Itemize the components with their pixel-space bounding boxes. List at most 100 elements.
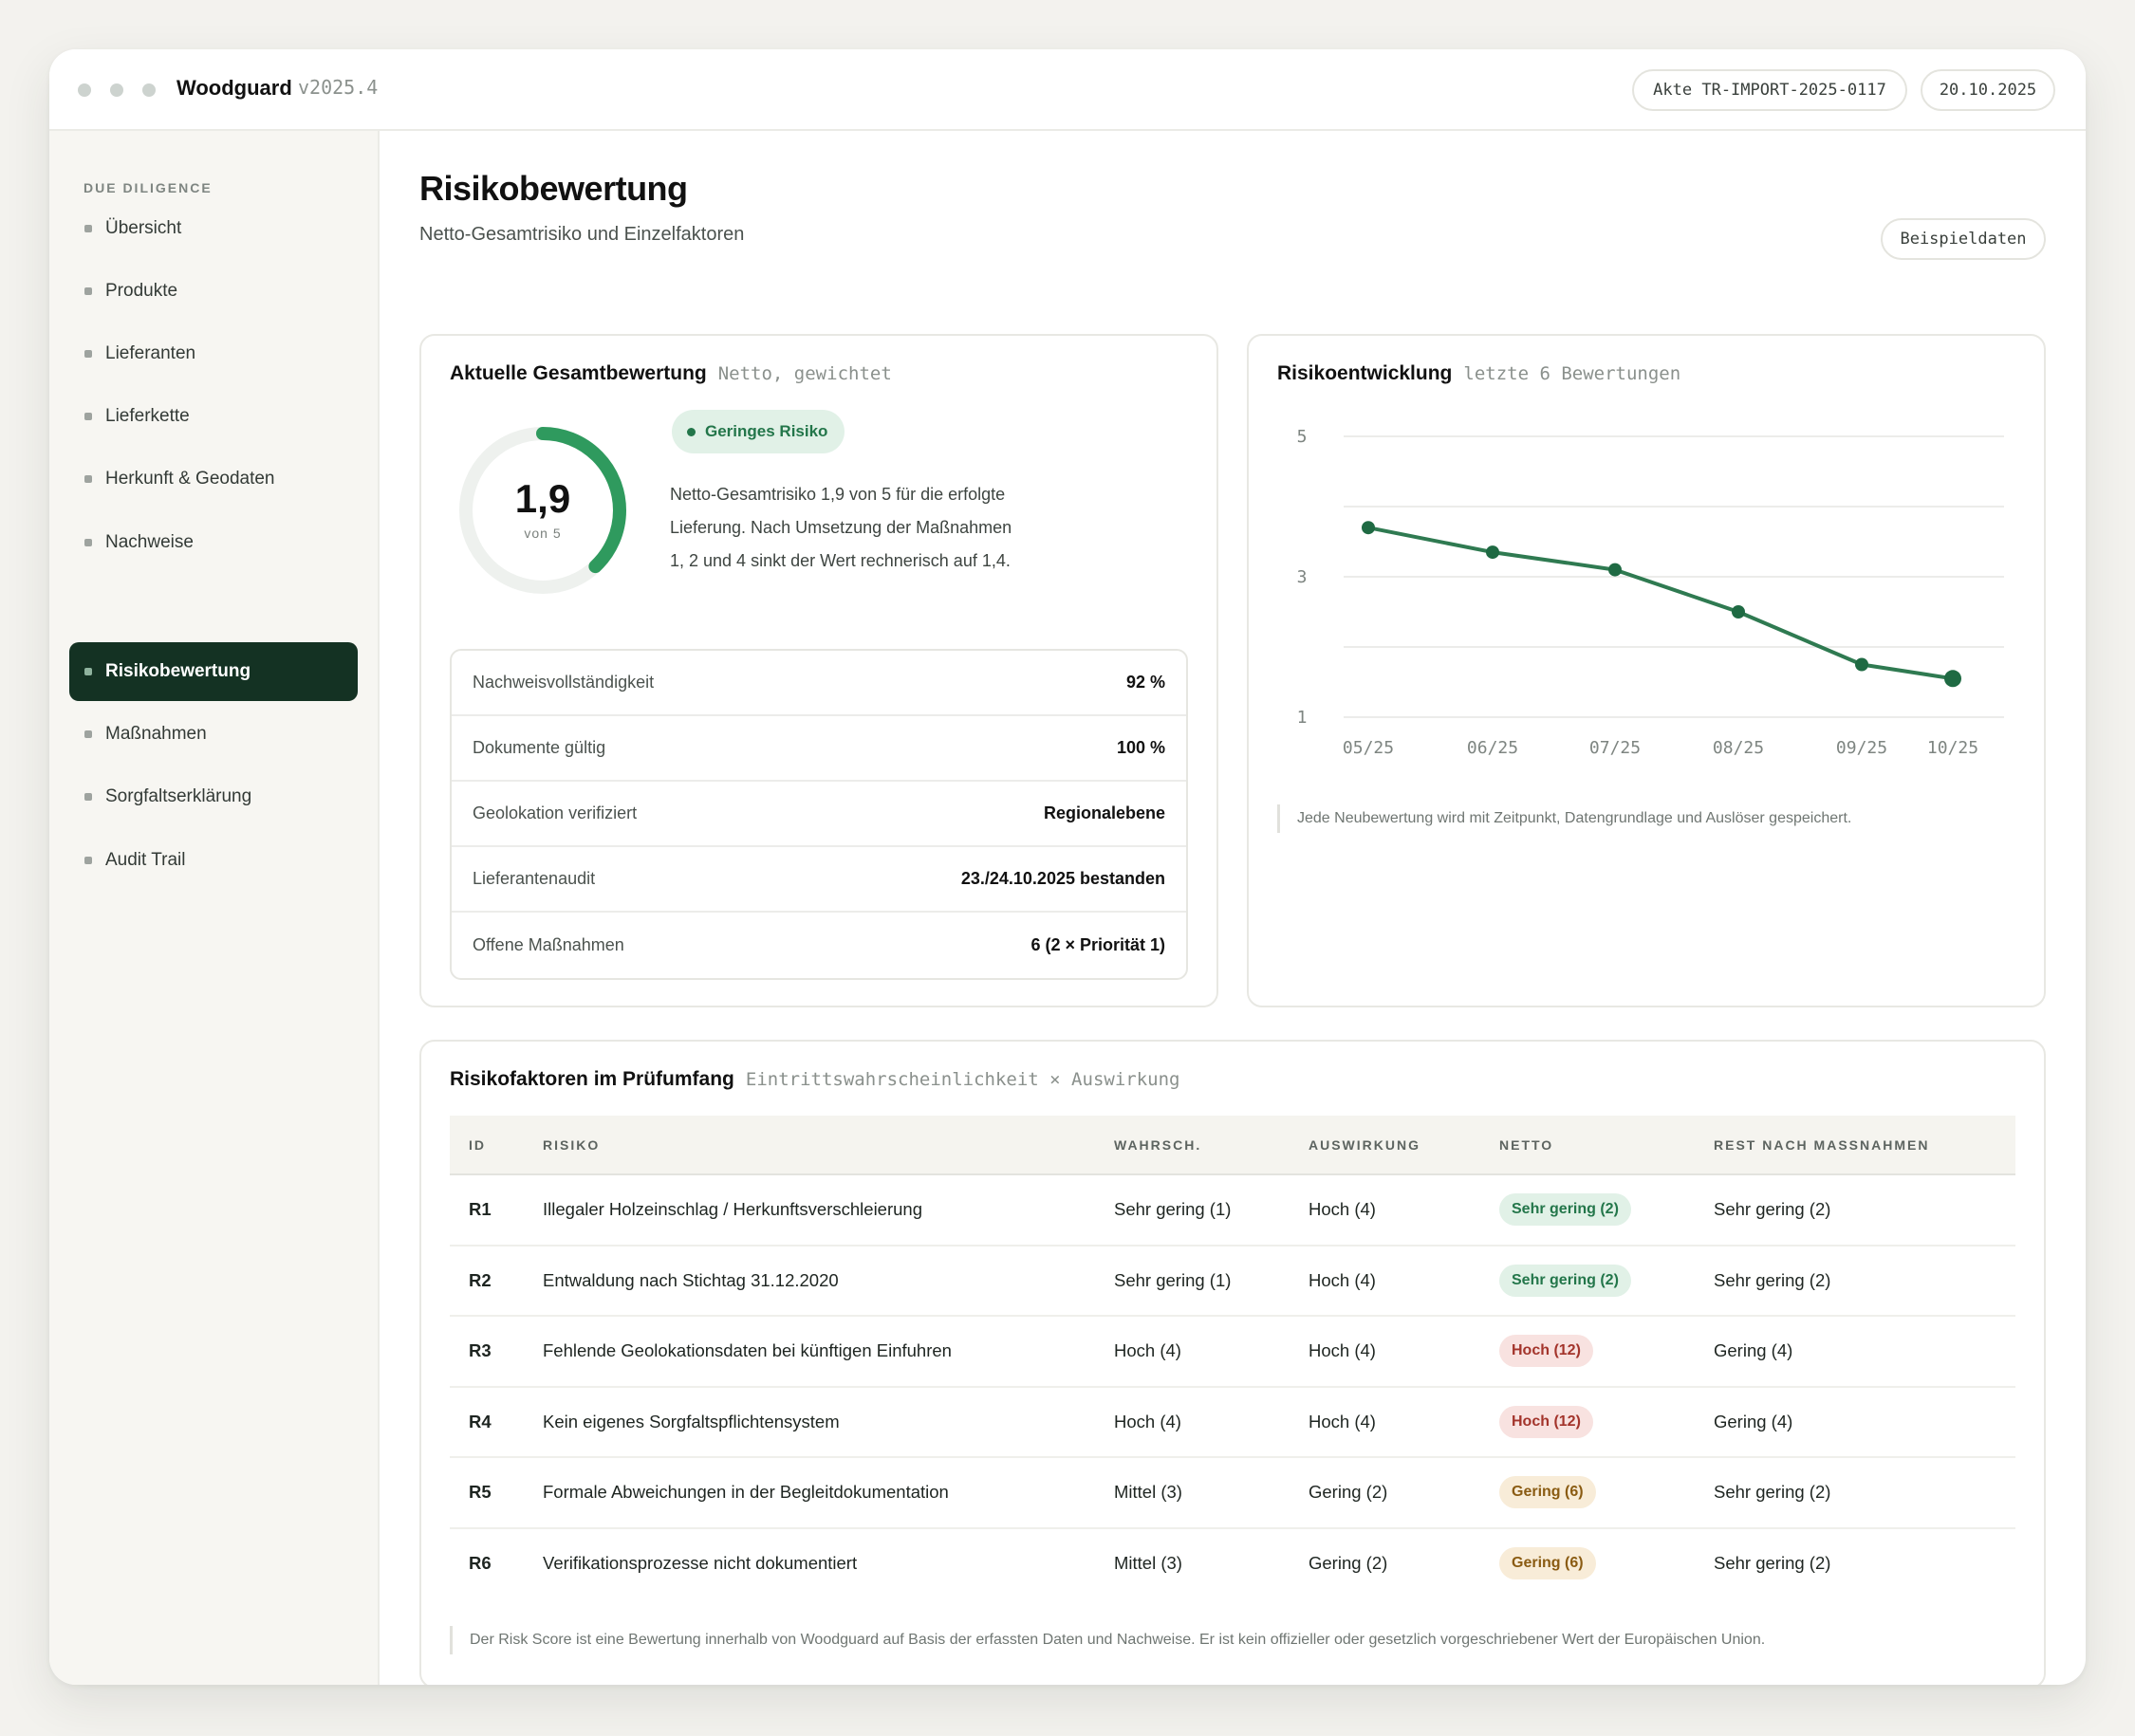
column-header-net[interactable]: NETTO [1480, 1116, 1695, 1175]
net-risk-badge: Gering (6) [1499, 1476, 1596, 1509]
table-header-row: ID RISIKO WAHRSCH. AUSWIRKUNG NETTO REST… [450, 1116, 2015, 1175]
metric-row: Geolokation verifiziert Regionalebene [452, 782, 1186, 847]
metric-row: Nachweisvollständigkeit 92 % [452, 651, 1186, 716]
metric-key: Nachweisvollständigkeit [473, 673, 655, 692]
factors-hint: Eintrittswahrscheinlichkeit × Auswirkung [745, 1069, 1180, 1090]
bullet-icon [84, 350, 92, 358]
trend-card-title: Risikoentwicklung letzte 6 Bewertungen [1277, 362, 1680, 385]
file-chip[interactable]: Akte TR-IMPORT-2025-0117 [1632, 69, 1907, 111]
overall-title: Aktuelle Gesamtbewertung [450, 362, 707, 384]
title-bar: Woodguard v2025.4 Akte TR-IMPORT-2025-01… [49, 49, 2086, 131]
data-point [1486, 545, 1499, 560]
table-row[interactable]: R5 Formale Abweichungen in der Begleitdok… [450, 1457, 2015, 1529]
sidebar-item-uebersicht[interactable]: Übersicht [69, 199, 358, 258]
risk-name: Formale Abweichungen in der Begleitdokum… [524, 1457, 1095, 1529]
risk-probability: Sehr gering (1) [1095, 1245, 1290, 1317]
sidebar-item-massnahmen[interactable]: Maßnahmen [69, 705, 358, 764]
sidebar-section-label: DUE DILIGENCE [84, 180, 213, 195]
table-row[interactable]: R4 Kein eigenes Sorgfaltspflichtensystem H… [450, 1386, 2015, 1458]
sidebar-item-sorgfaltserklaerung[interactable]: Sorgfaltserklärung [69, 767, 358, 826]
risk-score-footnote: Der Risk Score ist eine Bewertung innerh… [450, 1626, 1765, 1654]
sidebar-item-label: Risikobewertung [105, 661, 251, 681]
metric-key: Geolokation verifiziert [473, 803, 638, 822]
risk-id: R4 [450, 1386, 524, 1458]
sidebar-item-produkte[interactable]: Produkte [69, 262, 358, 321]
risk-residual: Sehr gering (2) [1695, 1245, 2015, 1317]
factors-card-title: Risikofaktoren im Prüfumfang Eintrittswah… [450, 1068, 1179, 1091]
sidebar-item-label: Produkte [105, 281, 178, 301]
table-row[interactable]: R1 Illegaler Holzeinschlag / Herkunftsver… [450, 1174, 2015, 1247]
column-header-impact[interactable]: AUSWIRKUNG [1290, 1116, 1480, 1175]
score-value: 1,9 [514, 476, 571, 521]
metric-row: Dokumente gültig 100 % [452, 716, 1186, 782]
sidebar-item-audit-trail[interactable]: Audit Trail [69, 831, 358, 890]
risk-name: Fehlende Geolokationsdaten bei künftigen… [524, 1316, 1095, 1388]
bullet-icon [84, 539, 92, 546]
metric-row: Offene Maßnahmen 6 (2 × Priorität 1) [452, 913, 1186, 978]
bullet-icon [84, 475, 92, 483]
x-tick-label: 08/25 [1713, 738, 1764, 758]
app-version: v2025.4 [298, 76, 379, 99]
sidebar-item-lieferanten[interactable]: Lieferanten [69, 324, 358, 383]
risk-name: Kein eigenes Sorgfaltspflichtensystem [524, 1386, 1095, 1458]
column-header-probability[interactable]: WAHRSCH. [1095, 1116, 1290, 1175]
risk-factors-card: Risikofaktoren im Prüfumfang Eintrittswah… [419, 1040, 2046, 1685]
y-tick-label: 3 [1297, 567, 1308, 587]
risk-impact: Gering (2) [1290, 1457, 1480, 1529]
column-header-id[interactable]: ID [450, 1116, 524, 1175]
sidebar-item-label: Nachweise [105, 532, 194, 552]
risk-residual: Sehr gering (2) [1695, 1174, 2015, 1247]
net-risk-badge: Hoch (12) [1499, 1335, 1593, 1368]
window-dot-icon[interactable] [78, 83, 91, 97]
series-line [1367, 526, 1954, 681]
data-point [1732, 605, 1745, 619]
sample-data-button[interactable]: Beispieldaten [1881, 218, 2046, 260]
risk-net: Hoch (12) [1480, 1316, 1695, 1388]
data-point [1608, 563, 1622, 577]
bullet-icon [84, 225, 92, 232]
risk-probability: Hoch (4) [1095, 1386, 1290, 1458]
risk-id: R1 [450, 1174, 524, 1247]
risk-impact: Gering (2) [1309, 1553, 1388, 1574]
main-content: Risikobewertung Netto-Gesamtrisiko und E… [380, 131, 2086, 1685]
page-title: Risikobewertung [419, 169, 688, 208]
sidebar-item-label: Lieferkette [105, 406, 190, 426]
sidebar-item-label: Lieferanten [105, 343, 196, 363]
window-dot-icon[interactable] [142, 83, 156, 97]
column-header-residual[interactable]: REST NACH MASSNAHMEN [1695, 1116, 2015, 1175]
trend-card: Risikoentwicklung letzte 6 Bewertungen 5 3… [1247, 334, 2046, 1007]
date-chip[interactable]: 20.10.2025 [1921, 69, 2055, 111]
risk-impact: Hoch (4) [1290, 1316, 1480, 1388]
metric-value: 92 % [1125, 673, 1165, 692]
x-tick-label: 06/25 [1467, 738, 1518, 758]
sidebar-item-nachweise[interactable]: Nachweise [69, 513, 358, 572]
trend-title: Risikoentwicklung [1277, 362, 1453, 384]
table-row[interactable]: R2 Entwaldung nach Stichtag 31.12.2020 Seh… [450, 1245, 2015, 1317]
risk-factors-table: ID RISIKO WAHRSCH. AUSWIRKUNG NETTO REST… [450, 1116, 2015, 1598]
sidebar-item-label: Sorgfaltserklärung [105, 786, 252, 806]
data-point [1855, 657, 1868, 672]
sidebar-item-risikobewertung[interactable]: Risikobewertung [69, 642, 358, 701]
metric-value: 23./24.10.2025 bestanden [960, 869, 1165, 888]
risk-id: R5 [450, 1457, 524, 1529]
table-row[interactable]: R6 Verifikationsprozesse nicht dokumentie… [450, 1528, 2015, 1599]
risk-impact: Hoch (4) [1290, 1386, 1480, 1458]
net-risk-badge: Sehr gering (2) [1499, 1264, 1631, 1297]
sidebar-item-herkunft[interactable]: Herkunft & Geodaten [69, 450, 358, 508]
page-subtitle: Netto-Gesamtrisiko und Einzelfaktoren [419, 224, 745, 245]
overall-card-title: Aktuelle Gesamtbewertung Netto, gewichtet [450, 362, 892, 385]
window-dot-icon[interactable] [110, 83, 123, 97]
data-point [1362, 521, 1375, 535]
factors-title: Risikofaktoren im Prüfumfang [450, 1068, 734, 1090]
data-point [1944, 670, 1961, 688]
status-dot-icon [687, 427, 696, 436]
risk-probability: Mittel (3) [1095, 1457, 1290, 1529]
risk-residual: Gering (4) [1695, 1386, 2015, 1458]
bullet-icon [84, 730, 92, 738]
table-row[interactable]: R3 Fehlende Geolokationsdaten bei künftig… [450, 1316, 2015, 1388]
score-gauge [459, 427, 626, 594]
sidebar-item-lieferkette[interactable]: Lieferkette [69, 387, 358, 446]
x-tick-label: 10/25 [1927, 738, 1978, 758]
column-header-risk[interactable]: RISIKO [524, 1116, 1095, 1175]
sidebar-item-label: Übersicht [105, 218, 182, 238]
